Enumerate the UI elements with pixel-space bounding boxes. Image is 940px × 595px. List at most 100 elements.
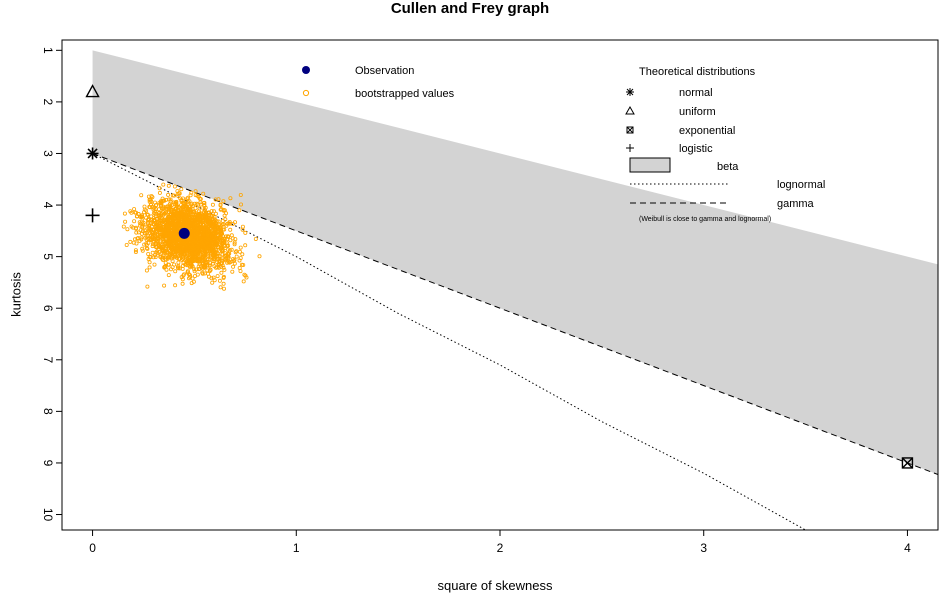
- legend-bootstrap-marker: [302, 89, 310, 97]
- bootstrap-point: [189, 242, 194, 247]
- bootstrap-point: [153, 241, 158, 246]
- bootstrap-point: [158, 223, 163, 228]
- bootstrap-point: [176, 222, 181, 227]
- bootstrap-point: [215, 247, 220, 252]
- bootstrap-point: [180, 211, 185, 216]
- y-tick-label: 9: [41, 460, 55, 467]
- bootstrap-point: [209, 209, 214, 214]
- bootstrap-point: [199, 232, 204, 237]
- bootstrap-point: [168, 197, 173, 202]
- bootstrap-point: [209, 234, 214, 239]
- bootstrap-point: [241, 262, 246, 267]
- bootstrap-point: [166, 192, 171, 197]
- bootstrap-point: [146, 251, 151, 256]
- bootstrap-point: [150, 242, 155, 247]
- bootstrap-point: [163, 264, 168, 269]
- bootstrap-point: [130, 225, 135, 230]
- bootstrap-point: [157, 213, 162, 218]
- bootstrap-point: [166, 238, 171, 243]
- bootstrap-point: [158, 230, 163, 235]
- bootstrap-point: [178, 238, 183, 243]
- bootstrap-point: [190, 276, 195, 281]
- y-tick-label: 10: [41, 508, 55, 522]
- bootstrap-point: [241, 279, 246, 284]
- bootstrap-point: [216, 225, 221, 230]
- bootstrap-point: [175, 253, 180, 258]
- bootstrap-point: [229, 233, 234, 238]
- y-tick-label: 7: [41, 356, 55, 363]
- bootstrap-point: [178, 209, 183, 214]
- bootstrap-point: [174, 230, 179, 235]
- bootstrap-point: [132, 237, 137, 242]
- bootstrap-point: [142, 204, 147, 209]
- bootstrap-point: [228, 227, 233, 232]
- bootstrap-point: [186, 276, 191, 281]
- bootstrap-point: [192, 226, 197, 231]
- bootstrap-point: [240, 252, 245, 257]
- y-tick-label: 2: [41, 99, 55, 106]
- bootstrap-point: [207, 230, 212, 235]
- bootstrap-point: [159, 201, 164, 206]
- bootstrap-point: [140, 248, 145, 253]
- bootstrap-point: [133, 248, 138, 253]
- bootstrap-point: [200, 243, 205, 248]
- bootstrap-point: [210, 224, 215, 229]
- bootstrap-point: [197, 261, 202, 266]
- bootstrap-point: [193, 206, 198, 211]
- bootstrap-point: [237, 258, 242, 263]
- bootstrap-point: [132, 219, 137, 224]
- bootstrap-point: [230, 269, 235, 274]
- bootstrap-point: [221, 265, 226, 270]
- bootstrap-point: [197, 220, 202, 225]
- bootstrap-point: [202, 248, 207, 253]
- bootstrap-point: [209, 230, 214, 235]
- bootstrap-point: [188, 215, 193, 220]
- legend-bootstrap-label: bootstrapped values: [355, 88, 455, 100]
- bootstrap-point: [185, 263, 190, 268]
- bootstrap-point: [200, 215, 205, 220]
- bootstrap-point: [136, 211, 141, 216]
- bootstrap-point: [208, 236, 213, 241]
- bootstrap-point: [243, 230, 248, 235]
- bootstrap-point: [226, 221, 231, 226]
- bootstrap-point: [142, 231, 147, 236]
- bootstrap-point: [161, 218, 166, 223]
- normal-point: [86, 147, 99, 160]
- bootstrap-point: [192, 274, 197, 279]
- bootstrap-point: [153, 214, 158, 219]
- bootstrap-point: [187, 240, 192, 245]
- bootstrap-point: [185, 249, 190, 254]
- bootstrap-point: [158, 203, 163, 208]
- bootstrap-point: [237, 265, 242, 270]
- bootstrap-point: [217, 278, 222, 283]
- bootstrap-point: [188, 210, 193, 215]
- bootstrap-point: [160, 256, 165, 261]
- bootstrap-point: [218, 233, 223, 238]
- bootstrap-point: [207, 220, 212, 225]
- bootstrap-point: [151, 255, 156, 260]
- bootstrap-point: [203, 230, 208, 235]
- bootstrap-point: [206, 271, 211, 276]
- bootstrap-point: [201, 222, 206, 227]
- bootstrap-point: [173, 249, 178, 254]
- bootstrap-point: [149, 194, 154, 199]
- bootstrap-point: [153, 254, 158, 259]
- bootstrap-point: [172, 262, 177, 267]
- bootstrap-point: [147, 265, 152, 270]
- bootstrap-point: [142, 210, 147, 215]
- bootstrap-point: [213, 211, 218, 216]
- bootstrap-point: [219, 270, 224, 275]
- bootstrap-point: [196, 194, 201, 199]
- bootstrap-point: [222, 208, 227, 213]
- bootstrap-point: [164, 267, 169, 272]
- bootstrap-point: [208, 241, 213, 246]
- bootstrap-point: [139, 237, 144, 242]
- x-tick-label: 3: [700, 541, 707, 555]
- bootstrap-point: [190, 258, 195, 263]
- y-tick-label: 8: [41, 408, 55, 415]
- bootstrap-point: [208, 267, 213, 272]
- bootstrap-point: [179, 257, 184, 262]
- bootstrap-point: [228, 196, 233, 201]
- bootstrap-point: [189, 281, 194, 286]
